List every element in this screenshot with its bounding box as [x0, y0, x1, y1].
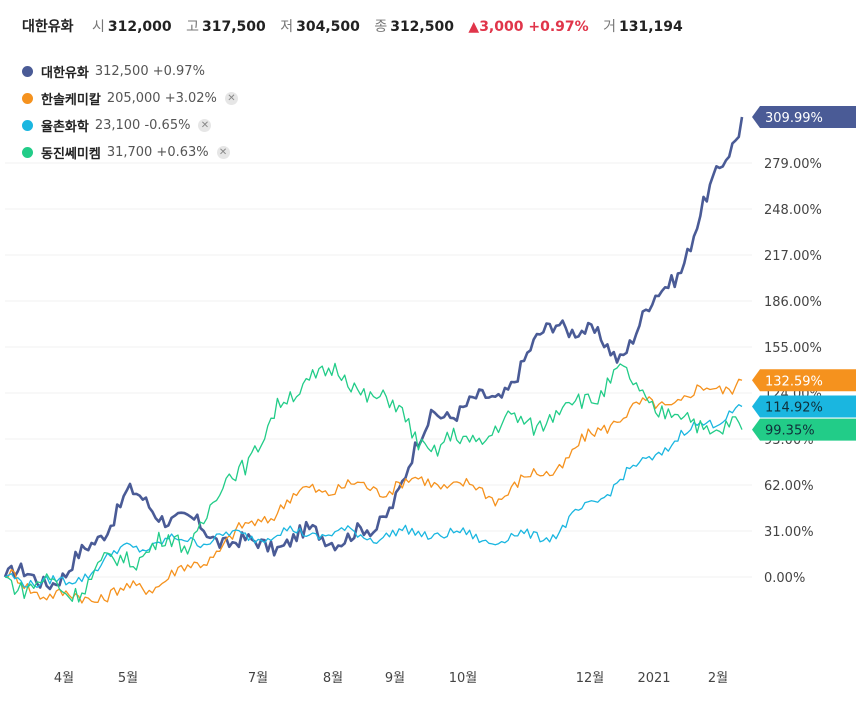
x-tick-label: 8월 — [323, 671, 343, 686]
last-value-label: 309.99% — [765, 111, 823, 126]
series-line — [3, 116, 744, 591]
last-value-tag — [752, 418, 856, 441]
series-line — [4, 378, 743, 604]
change-value: ▲3,000 +0.97% — [468, 19, 589, 35]
volume-label: 거 — [603, 19, 616, 35]
series-color-dot — [22, 66, 33, 77]
last-value-tag — [752, 395, 856, 418]
x-tick-label: 7월 — [248, 671, 268, 686]
y-tick-label: 217.00% — [764, 249, 822, 264]
series-line — [4, 404, 743, 589]
y-tick-label: 62.00% — [764, 479, 814, 494]
legend-series-value: 23,100 -0.65% — [94, 118, 191, 133]
y-tick-label: 186.00% — [764, 295, 822, 310]
stock-name: 대한유화 — [22, 19, 74, 35]
remove-series-icon[interactable]: ✕ — [224, 92, 238, 105]
legend-item[interactable]: 율촌화학 23,100 -0.65% ✕ — [22, 112, 238, 139]
x-tick-label: 10월 — [449, 671, 478, 686]
close-label: 종 — [374, 19, 388, 35]
last-value-label: 114.92% — [765, 400, 823, 415]
x-tick-label: 9월 — [385, 671, 405, 686]
x-tick-label: 2월 — [708, 671, 728, 686]
series-color-dot — [22, 120, 33, 131]
remove-series-icon[interactable]: ✕ — [198, 119, 212, 132]
open-value: 312,000 — [107, 19, 172, 35]
price-header: 대한유화 시 312,000 고 317,500 저 304,500 종 312,500… — [22, 16, 693, 36]
volume-value: 131,194 — [619, 19, 683, 35]
x-tick-label: 5월 — [118, 671, 138, 686]
high-value: 317,500 — [201, 19, 266, 35]
last-value-label: 99.35% — [765, 424, 815, 439]
low-label: 저 — [280, 19, 294, 35]
legend-series-name: 한솔케미칼 — [41, 93, 101, 108]
low-value: 304,500 — [296, 19, 360, 35]
last-value-tag — [752, 106, 856, 129]
open-label: 시 — [91, 19, 105, 35]
series-color-dot — [22, 147, 33, 158]
series-legend: 대한유화 312,500 +0.97% 한솔케미칼 205,000 +3.02%… — [22, 58, 238, 166]
y-tick-label: 31.00% — [764, 525, 814, 540]
series-color-dot — [22, 93, 33, 104]
legend-item[interactable]: 한솔케미칼 205,000 +3.02% ✕ — [22, 85, 238, 112]
legend-item[interactable]: 대한유화 312,500 +0.97% — [22, 58, 238, 85]
x-tick-label: 2021 — [637, 671, 670, 686]
legend-series-value: 31,700 +0.63% — [106, 145, 209, 160]
legend-item[interactable]: 동진쎄미켐 31,700 +0.63% ✕ — [22, 139, 238, 166]
y-tick-label: 0.00% — [764, 571, 805, 586]
y-tick-label: 248.00% — [764, 203, 822, 218]
legend-series-value: 312,500 +0.97% — [94, 64, 205, 79]
y-tick-label: 155.00% — [764, 341, 822, 356]
legend-series-name: 동진쎄미켐 — [41, 147, 101, 162]
high-label: 고 — [186, 19, 199, 35]
legend-series-name: 대한유화 — [41, 66, 89, 81]
close-value: 312,500 — [390, 19, 454, 35]
legend-series-value: 205,000 +3.02% — [106, 91, 217, 106]
y-tick-label: 279.00% — [764, 157, 822, 172]
last-value-tag — [752, 369, 856, 392]
legend-series-name: 율촌화학 — [41, 120, 89, 135]
x-tick-label: 12월 — [576, 671, 605, 686]
remove-series-icon[interactable]: ✕ — [216, 146, 230, 159]
series-line — [4, 362, 743, 603]
x-tick-label: 4월 — [54, 671, 74, 686]
last-value-label: 132.59% — [765, 374, 823, 389]
